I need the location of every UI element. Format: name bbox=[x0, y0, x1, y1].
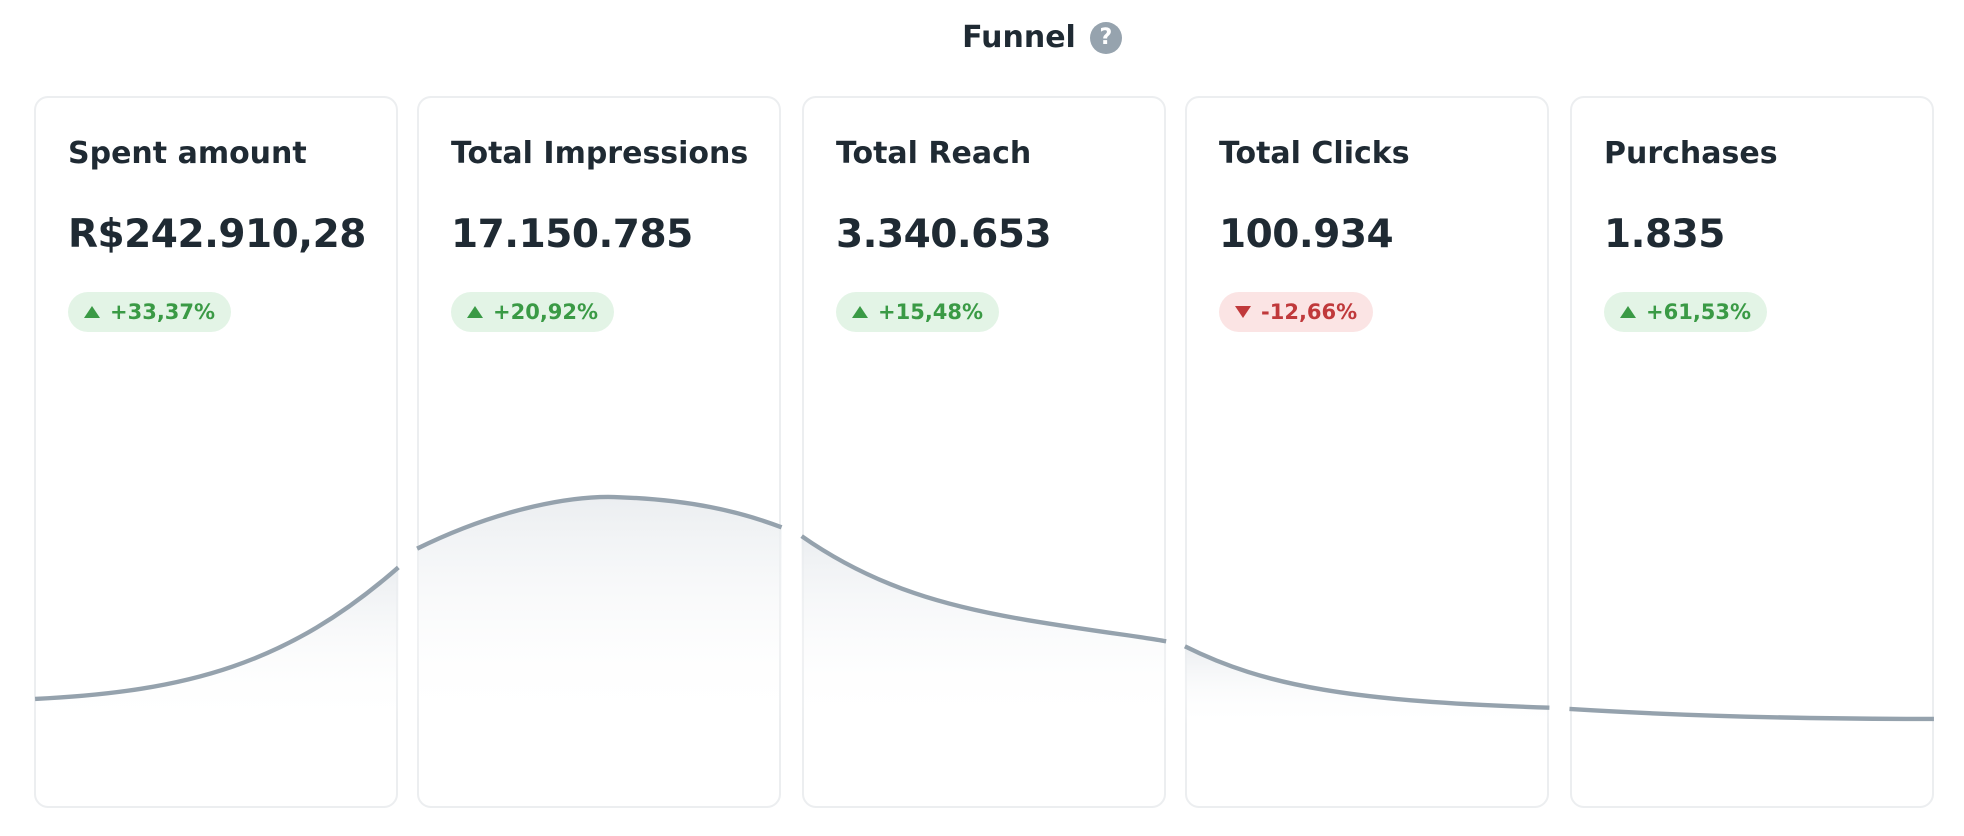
metric-value: 1.835 bbox=[1604, 212, 1725, 257]
change-badge: +61,53% bbox=[1604, 292, 1768, 332]
metric-value: R$242.910,28 bbox=[68, 212, 366, 257]
trend-arrow bbox=[1235, 306, 1251, 318]
metric-card: Total Clicks 100.934 -12,66% bbox=[1185, 96, 1549, 808]
change-value: +15,48% bbox=[878, 300, 984, 324]
change-value: +61,53% bbox=[1646, 300, 1752, 324]
trend-arrow bbox=[852, 306, 868, 318]
metric-value: 17.150.785 bbox=[451, 212, 693, 257]
metric-value: 100.934 bbox=[1219, 212, 1394, 257]
metric-label: Purchases bbox=[1604, 136, 1778, 171]
metric-label: Total Clicks bbox=[1219, 136, 1410, 171]
metric-card: Total Reach 3.340.653 +15,48% bbox=[802, 96, 1166, 808]
header: Funnel ? bbox=[0, 20, 1964, 55]
metric-label: Spent amount bbox=[68, 136, 307, 171]
change-badge: -12,66% bbox=[1219, 292, 1374, 332]
change-badge: +20,92% bbox=[451, 292, 615, 332]
trend-arrow bbox=[467, 306, 483, 318]
metric-card: Total Impressions 17.150.785 +20,92% bbox=[417, 96, 781, 808]
change-value: -12,66% bbox=[1261, 300, 1358, 324]
trend-arrow bbox=[84, 306, 100, 318]
change-badge: +15,48% bbox=[836, 292, 1000, 332]
metric-card: Purchases 1.835 +61,53% bbox=[1570, 96, 1934, 808]
change-value: +20,92% bbox=[493, 300, 599, 324]
metric-label: Total Impressions bbox=[451, 136, 749, 171]
trend-arrow bbox=[1620, 306, 1636, 318]
title: Funnel bbox=[962, 20, 1076, 55]
metric-label: Total Reach bbox=[836, 136, 1032, 171]
metric-card: Spent amount R$242.910,28 +33,37% bbox=[34, 96, 398, 808]
change-value: +33,37% bbox=[110, 300, 216, 324]
metric-value: 3.340.653 bbox=[836, 212, 1052, 257]
change-badge: +33,37% bbox=[68, 292, 232, 332]
help-icon[interactable]: ? bbox=[1089, 21, 1122, 54]
